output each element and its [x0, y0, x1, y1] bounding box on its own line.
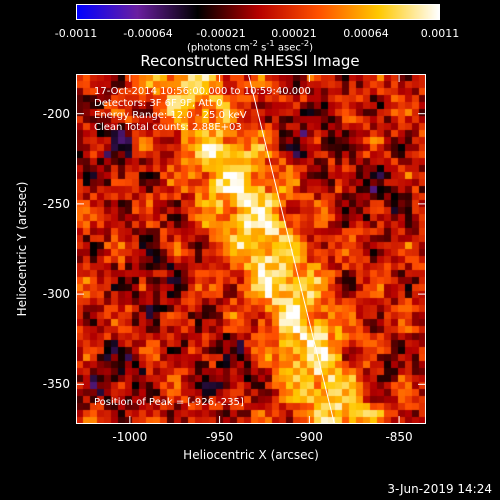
colorbar-units: (photons cm-2 s-1 asec-2) [186, 38, 314, 54]
colorbar-tick: 0.0011 [420, 27, 460, 40]
heatmap-image [76, 74, 426, 424]
info-clean: Clean Total counts: 2.88E+03 [94, 122, 242, 133]
x-tick-label: -1000 [112, 430, 148, 444]
limb-line [247, 74, 335, 424]
info-peak: Position of Peak = [-926,-235] [94, 397, 244, 408]
x-tick-label: -950 [205, 430, 234, 444]
y-tick-label: -250 [42, 196, 70, 211]
timestamp: 3-Jun-2019 14:24 [387, 482, 492, 496]
y-tick-marks [76, 113, 426, 385]
plot-area: 17-Oct-2014 10:56:00.000 to 10:59:40.000… [76, 74, 426, 424]
colorbar-tick: -0.0011 [54, 27, 98, 40]
colorbar-tick: 0.00021 [271, 27, 317, 40]
x-tick-marks [129, 74, 400, 424]
y-axis-label: Heliocentric Y (arcsec) [15, 181, 29, 317]
colorbar-tick: -0.00021 [196, 27, 246, 40]
colorbar [76, 4, 440, 20]
y-tick-label: -200 [42, 106, 70, 121]
colorbar-tick: 0.00064 [343, 27, 389, 40]
y-tick-label: -300 [42, 287, 70, 302]
colorbar-tick: -0.00064 [123, 27, 173, 40]
y-tick-label: -350 [42, 377, 70, 392]
x-tick-label: -850 [385, 430, 413, 444]
info-energy: Energy Range: 12.0 - 25.0 keV [94, 110, 247, 121]
x-axis-label: Heliocentric X (arcsec) [183, 448, 319, 462]
info-detectors: Detectors: 3F 6F 9F, Att 0 [94, 98, 223, 109]
chart-title: Reconstructed RHESSI Image [140, 52, 360, 70]
info-time: 17-Oct-2014 10:56:00.000 to 10:59:40.000 [94, 86, 311, 97]
plot-overlay [76, 74, 426, 424]
plot-frame [76, 74, 426, 424]
x-tick-label: -900 [295, 430, 323, 444]
